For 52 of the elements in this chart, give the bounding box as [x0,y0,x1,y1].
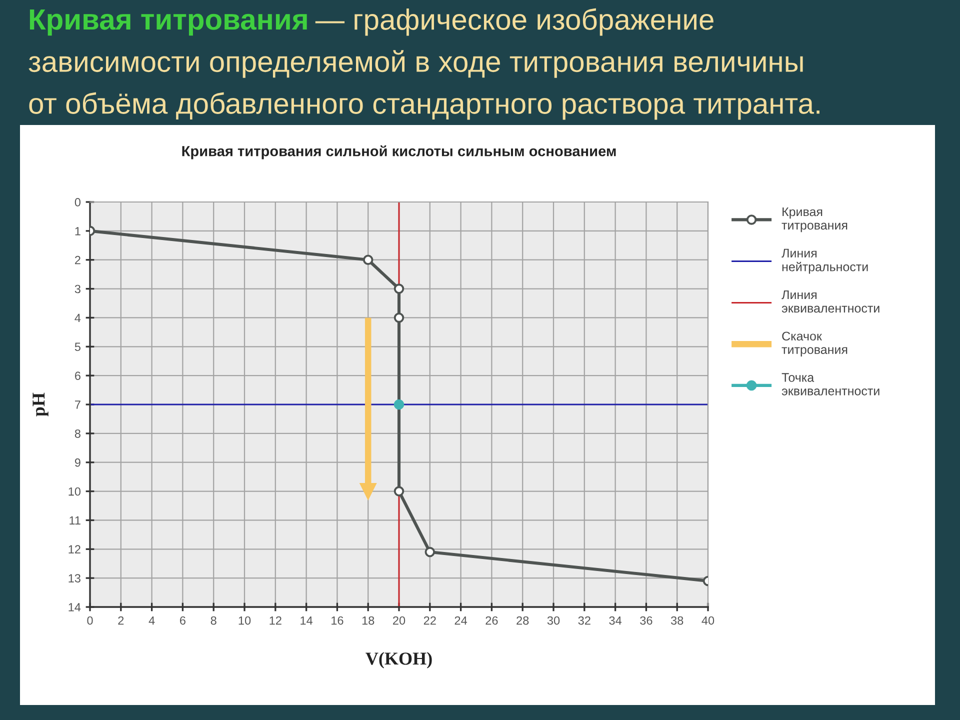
x-tick-label: 26 [486,616,498,625]
legend-label: Линия эквивалентности [782,290,880,313]
x-tick-label: 8 [210,616,216,625]
point [362,254,374,265]
point [424,546,436,558]
y-tick-label: 2 [75,256,80,264]
legend-label: Кривая титрования [782,207,848,232]
x-tick-label: 30 [547,616,560,625]
x-tick-label: 22 [424,616,436,625]
x-tick-label: 16 [332,616,344,625]
legend-label: Точка эквивалентности [782,373,880,396]
point [394,284,404,294]
x-tick-label: 40 [702,616,714,625]
x-tick-label: 2 [118,616,124,625]
x-tick-label: 36 [640,616,652,625]
x-tick-label: 20 [393,616,406,625]
point [394,486,404,496]
y-tick-label: 8 [74,429,80,438]
x-tick-label: 24 [454,616,468,625]
y-tick-label: 4 [74,314,81,322]
point [394,312,404,323]
text: Кривая титрования [30,9,307,36]
x-tick-label: 38 [670,616,684,625]
y-tick-label: 0 [74,198,81,206]
x-tick-label: 12 [270,616,282,625]
y-tick-label: 14 [68,603,81,612]
x-tick-label: 0 [87,616,93,625]
y-tick-label: 7 [75,400,80,409]
x-tick-label: 10 [238,616,251,625]
point [394,399,404,410]
y-tick-label: 13 [68,574,80,582]
legend-label: Линия нейтральности [782,248,868,274]
x-tick-label: 28 [516,616,529,625]
y-tick-label: 5 [74,342,80,352]
y-tick-label: 6 [75,372,80,380]
y-tick-label: 9 [74,458,80,467]
y-tick-label: 12 [68,545,80,554]
y-tick-label: 3 [74,284,80,294]
x-tick-label: 4 [148,616,155,625]
y-tick-label: 11 [70,516,80,524]
point [360,482,376,500]
x-tick-label: 18 [362,616,374,625]
x-tick-label: 6 [180,616,186,625]
x-tick-label: 32 [578,616,590,625]
x-tick-label: 34 [609,616,622,625]
legend-label: Скачок титрования [782,332,848,356]
chart-title: Кривая титрования сильной кислоты сильным основанием [182,145,616,160]
x-tick-label: 14 [300,616,313,625]
y-tick-label: 1 [75,227,80,236]
y-tick-label: 10 [68,487,81,496]
x-axis-title: V(KOH) [366,652,432,668]
y-axis-title: pH [32,392,48,416]
